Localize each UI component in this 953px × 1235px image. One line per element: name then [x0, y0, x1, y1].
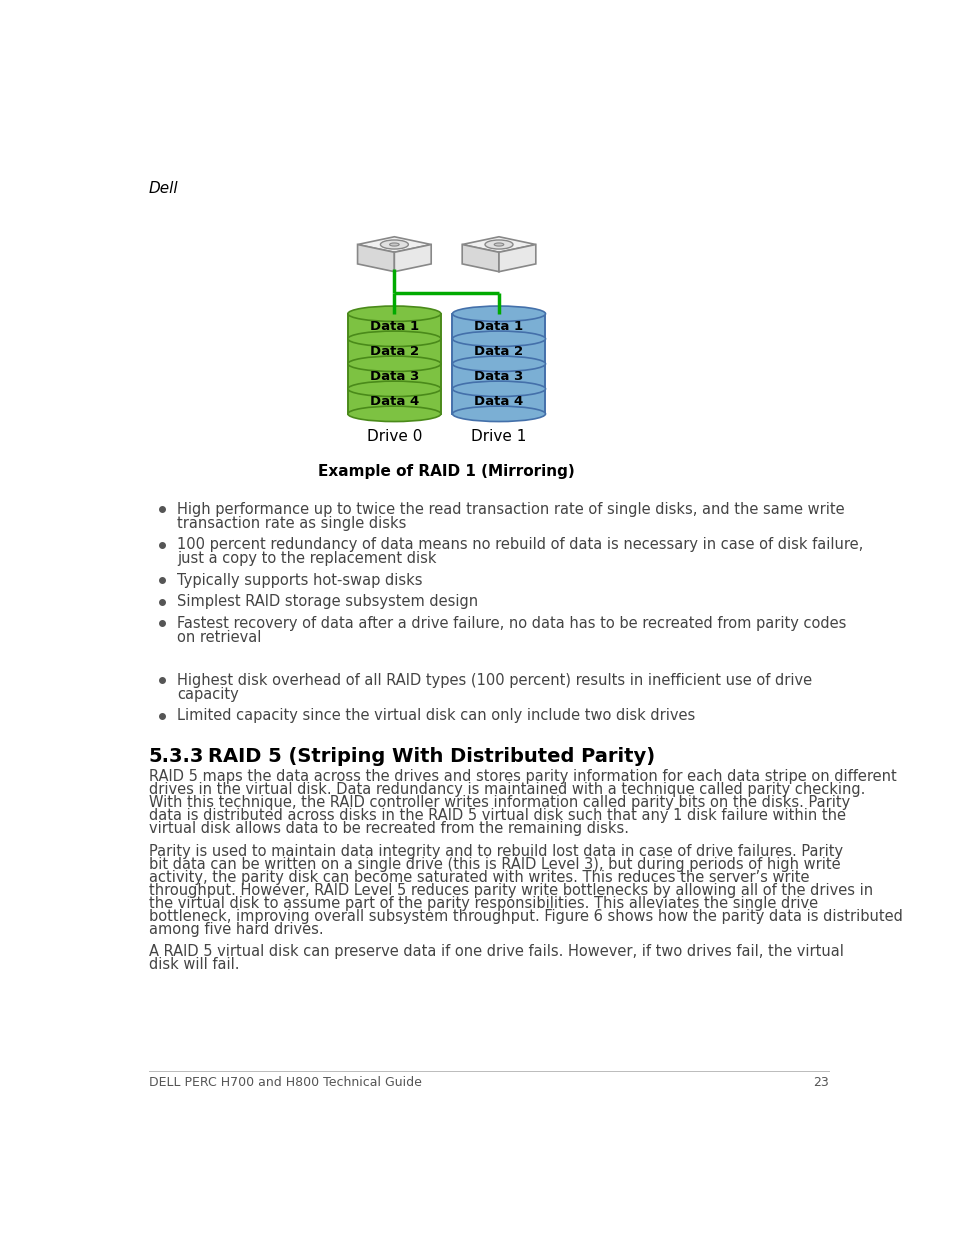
Text: throughput. However, RAID Level 5 reduces parity write bottlenecks by allowing a: throughput. However, RAID Level 5 reduce… [149, 883, 872, 898]
Polygon shape [461, 237, 536, 252]
Text: Data 1: Data 1 [474, 320, 523, 332]
Ellipse shape [348, 306, 440, 321]
Text: 23: 23 [813, 1076, 828, 1089]
Polygon shape [357, 245, 394, 272]
Text: capacity: capacity [177, 687, 239, 701]
Text: bottleneck, improving overall subsystem throughput. Figure 6 shows how the parit: bottleneck, improving overall subsystem … [149, 909, 902, 924]
Polygon shape [357, 237, 431, 252]
Text: transaction rate as single disks: transaction rate as single disks [177, 516, 406, 531]
Bar [452, 389, 545, 414]
Bar [452, 364, 545, 389]
Text: 100 percent redundancy of data means no rebuild of data is necessary in case of : 100 percent redundancy of data means no … [177, 537, 862, 552]
Ellipse shape [452, 356, 545, 372]
Text: bit data can be written on a single drive (this is RAID Level 3), but during per: bit data can be written on a single driv… [149, 857, 840, 872]
Text: disk will fail.: disk will fail. [149, 957, 239, 972]
Ellipse shape [380, 240, 408, 249]
Text: Limited capacity since the virtual disk can only include two disk drives: Limited capacity since the virtual disk … [177, 708, 695, 724]
Text: Data 4: Data 4 [370, 395, 418, 408]
Text: data is distributed across disks in the RAID 5 virtual disk such that any 1 disk: data is distributed across disks in the … [149, 808, 844, 823]
Text: With this technique, the RAID controller writes information called parity bits o: With this technique, the RAID controller… [149, 795, 849, 810]
Text: RAID 5 (Striping With Distributed Parity): RAID 5 (Striping With Distributed Parity… [208, 747, 655, 766]
Text: activity, the parity disk can become saturated with writes. This reduces the ser: activity, the parity disk can become sat… [149, 869, 808, 884]
Text: drives in the virtual disk. Data redundancy is maintained with a technique calle: drives in the virtual disk. Data redunda… [149, 782, 864, 797]
Text: Drive 1: Drive 1 [471, 430, 526, 445]
Text: Data 3: Data 3 [370, 369, 418, 383]
Text: on retrieval: on retrieval [177, 630, 261, 645]
Ellipse shape [452, 306, 545, 321]
Text: High performance up to twice the read transaction rate of single disks, and the : High performance up to twice the read tr… [177, 501, 844, 516]
Text: Data 4: Data 4 [474, 395, 523, 408]
Polygon shape [394, 245, 431, 272]
Text: Data 2: Data 2 [370, 345, 418, 358]
Ellipse shape [348, 356, 440, 372]
Ellipse shape [484, 240, 513, 249]
Text: Data 3: Data 3 [474, 369, 523, 383]
Ellipse shape [348, 331, 440, 347]
Text: Parity is used to maintain data integrity and to rebuild lost data in case of dr: Parity is used to maintain data integrit… [149, 844, 841, 858]
Text: 5.3.3: 5.3.3 [149, 747, 204, 766]
Text: Data 1: Data 1 [370, 320, 418, 332]
Bar [348, 389, 440, 414]
Bar [452, 338, 545, 364]
Text: the virtual disk to assume part of the parity responsibilities. This alleviates : the virtual disk to assume part of the p… [149, 895, 817, 911]
Text: Example of RAID 1 (Mirroring): Example of RAID 1 (Mirroring) [318, 464, 575, 479]
Ellipse shape [389, 243, 398, 246]
Text: A RAID 5 virtual disk can preserve data if one drive fails. However, if two driv: A RAID 5 virtual disk can preserve data … [149, 945, 842, 960]
Ellipse shape [452, 331, 545, 347]
Ellipse shape [452, 382, 545, 396]
Polygon shape [498, 245, 536, 272]
Text: Simplest RAID storage subsystem design: Simplest RAID storage subsystem design [177, 594, 478, 609]
Text: Fastest recovery of data after a drive failure, no data has to be recreated from: Fastest recovery of data after a drive f… [177, 616, 846, 631]
Text: Drive 0: Drive 0 [366, 430, 421, 445]
Text: Highest disk overhead of all RAID types (100 percent) results in inefficient use: Highest disk overhead of all RAID types … [177, 673, 812, 688]
Text: DELL PERC H700 and H800 Technical Guide: DELL PERC H700 and H800 Technical Guide [149, 1076, 421, 1089]
Ellipse shape [452, 406, 545, 421]
Ellipse shape [494, 243, 503, 246]
Text: virtual disk allows data to be recreated from the remaining disks.: virtual disk allows data to be recreated… [149, 821, 628, 836]
Text: Typically supports hot-swap disks: Typically supports hot-swap disks [177, 573, 422, 588]
Ellipse shape [348, 382, 440, 396]
Text: Dell: Dell [149, 180, 178, 195]
Bar [348, 338, 440, 364]
Text: among five hard drives.: among five hard drives. [149, 923, 323, 937]
Text: just a copy to the replacement disk: just a copy to the replacement disk [177, 551, 436, 566]
Polygon shape [461, 245, 498, 272]
Text: Data 2: Data 2 [474, 345, 523, 358]
Bar [452, 314, 545, 338]
Text: RAID 5 maps the data across the drives and stores parity information for each da: RAID 5 maps the data across the drives a… [149, 769, 896, 784]
Ellipse shape [348, 406, 440, 421]
Bar [348, 314, 440, 338]
Bar [348, 364, 440, 389]
